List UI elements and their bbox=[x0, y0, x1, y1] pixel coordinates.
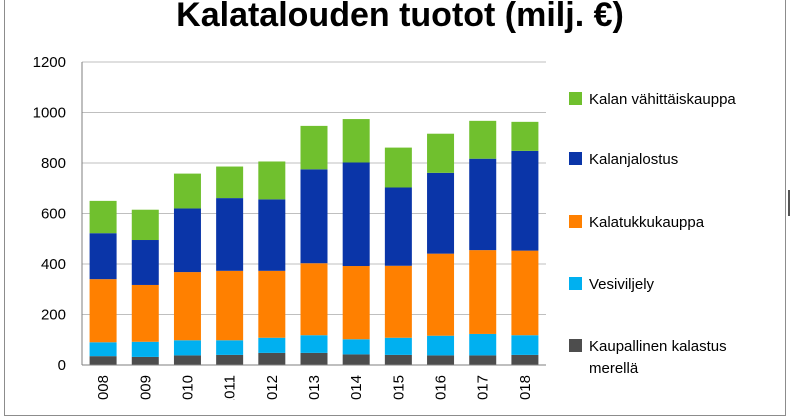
x-tick-label: 2015 bbox=[390, 375, 407, 400]
bar-segment bbox=[511, 354, 539, 365]
bar-segment bbox=[342, 339, 370, 355]
bar-segment bbox=[131, 356, 159, 365]
bar-segment bbox=[427, 355, 455, 365]
x-tick-label: 2008 bbox=[95, 375, 112, 400]
bar-segment bbox=[300, 125, 328, 170]
gridlines bbox=[82, 61, 546, 315]
legend-swatch bbox=[569, 152, 582, 165]
bar-segment bbox=[511, 121, 539, 151]
bar-segment bbox=[384, 147, 412, 188]
bar-segment bbox=[300, 263, 328, 336]
bar-segment bbox=[173, 340, 201, 356]
x-tick-label: 2010 bbox=[179, 375, 196, 400]
bar-segment bbox=[173, 272, 201, 341]
bar-segment bbox=[89, 342, 117, 357]
x-tick-label: 2012 bbox=[264, 375, 281, 400]
bar-segment bbox=[173, 355, 201, 365]
bar-segment bbox=[511, 335, 539, 355]
bar-segment bbox=[173, 173, 201, 209]
bar-segment bbox=[469, 355, 497, 365]
bar-segment bbox=[427, 335, 455, 356]
x-tick-label: 2014 bbox=[348, 375, 365, 400]
legend-swatch bbox=[569, 92, 582, 105]
window-edge-mark bbox=[788, 190, 790, 216]
legend-label: Kalan vähittäiskauppa bbox=[589, 91, 736, 108]
bar-segment bbox=[216, 270, 244, 341]
bar-segment bbox=[216, 354, 244, 365]
bar-segment bbox=[469, 158, 497, 251]
bar-segment bbox=[469, 250, 497, 334]
bar-segment bbox=[469, 333, 497, 356]
y-tick-label: 800 bbox=[41, 155, 66, 172]
bar-segment bbox=[131, 240, 159, 285]
bar-segment bbox=[131, 209, 159, 241]
y-tick-label: 200 bbox=[41, 307, 66, 324]
y-tick-label: 0 bbox=[58, 357, 66, 374]
legend-label: Kalatukkukauppa bbox=[589, 214, 705, 231]
x-tick-label: 2016 bbox=[433, 375, 450, 400]
x-tick-label: 2009 bbox=[137, 375, 154, 400]
bar-segment bbox=[89, 356, 117, 365]
bar-segment bbox=[216, 198, 244, 271]
x-tick-label: 2018 bbox=[517, 375, 534, 400]
bar-segment bbox=[511, 150, 539, 251]
x-axis: 2008 2009 2010 2011 2012 2013 2014 2015 2016 2017… bbox=[82, 364, 546, 400]
bar-segment bbox=[258, 161, 286, 200]
bar-segment bbox=[216, 340, 244, 355]
bar-segment bbox=[258, 337, 286, 353]
legend: Kalan vähittäiskauppa Kalanjalostus Kalatu… bbox=[569, 91, 736, 377]
bar-segment bbox=[469, 120, 497, 159]
bar-segment bbox=[300, 335, 328, 353]
bar-segment bbox=[300, 352, 328, 365]
bar-segment bbox=[427, 133, 455, 173]
bar-segment bbox=[342, 119, 370, 163]
legend-label: Kaupallinen kalastus merellä bbox=[589, 338, 727, 377]
bar-segment bbox=[131, 284, 159, 342]
x-tick-label: 2013 bbox=[306, 375, 323, 400]
bar-segment bbox=[384, 354, 412, 365]
bar-segment bbox=[427, 253, 455, 336]
bar-segment bbox=[427, 172, 455, 254]
bars bbox=[89, 119, 539, 365]
x-tick-label: 2011 bbox=[222, 375, 239, 400]
bar-segment bbox=[384, 337, 412, 355]
bar-segment bbox=[511, 250, 539, 336]
bar-segment bbox=[131, 341, 159, 357]
bar-segment bbox=[384, 265, 412, 338]
chart-title: Kalatalouden tuotot (milj. €) bbox=[176, 0, 624, 34]
bar-segment bbox=[300, 169, 328, 264]
bar-segment bbox=[258, 199, 286, 271]
y-tick-label: 400 bbox=[41, 256, 66, 273]
legend-swatch bbox=[569, 277, 582, 290]
bar-segment bbox=[384, 187, 412, 266]
y-tick-label: 1000 bbox=[33, 105, 66, 122]
x-tick-label: 2017 bbox=[475, 375, 492, 400]
legend-swatch bbox=[569, 339, 582, 352]
bar-segment bbox=[89, 200, 117, 234]
bar-segment bbox=[89, 279, 117, 343]
bar-segment bbox=[342, 266, 370, 340]
bar-segment bbox=[258, 352, 286, 365]
legend-swatch bbox=[569, 215, 582, 228]
y-tick-label: 1200 bbox=[33, 54, 66, 71]
legend-label: Kalanjalostus bbox=[589, 151, 678, 168]
bar-segment bbox=[342, 162, 370, 267]
bar-segment bbox=[173, 208, 201, 273]
y-axis: 0 200 400 600 800 1000 1200 bbox=[33, 54, 83, 374]
y-tick-label: 600 bbox=[41, 206, 66, 223]
bar-segment bbox=[342, 354, 370, 365]
bar-segment bbox=[216, 166, 244, 199]
legend-label: Vesiviljely bbox=[589, 276, 655, 293]
bar-segment bbox=[258, 270, 286, 338]
bar-segment bbox=[89, 233, 117, 280]
